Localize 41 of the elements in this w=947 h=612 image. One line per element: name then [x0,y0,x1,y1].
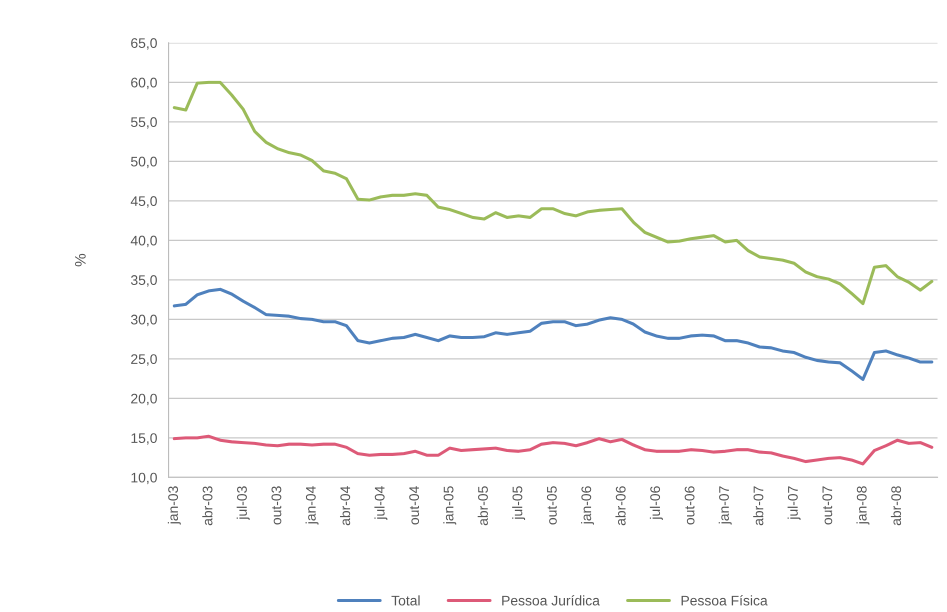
x-tick-label: jul-06 [650,486,663,520]
y-tick-label: 10,0 [131,472,157,484]
x-tick-label: jan-06 [581,486,594,525]
x-tick-label: abr-06 [615,486,626,526]
y-axis-title: % [74,254,86,266]
y-tick-label: 20,0 [131,394,157,406]
legend-label: Total [392,595,420,606]
x-tick-label: out-03 [271,486,282,524]
x-tick-label: abr-07 [753,486,764,526]
x-tick-label: jan-07 [718,486,732,525]
x-tick-label: abr-05 [478,486,488,526]
x-tick-label: out-04 [409,486,420,524]
x-tick-label: jul-05 [512,486,526,520]
y-tick-label: 55,0 [130,117,157,129]
y-tick-label: 65,0 [131,38,157,50]
y-tick-label: 45,0 [130,196,157,208]
y-tick-label: 35,0 [130,275,157,287]
x-tick-label: abr-03 [202,486,212,526]
line-series [172,288,934,381]
y-tick-label: 50,0 [130,156,157,168]
x-tick-label: out-05 [546,486,557,524]
x-tick-label: abr-08 [890,486,902,526]
x-tick-label: out-06 [684,486,694,524]
x-tick-label: jan-04 [306,486,319,525]
line-series [172,434,934,466]
x-tick-label: jul-07 [788,486,801,520]
x-tick-label: jan-05 [443,486,456,525]
x-tick-label: jan-08 [856,486,870,525]
x-tick-label: jul-04 [374,486,388,520]
x-tick-label: out-07 [822,486,832,524]
x-tick-label: abr-04 [340,486,350,526]
legend-label: Pessoa Física [682,595,768,606]
x-tick-label: jan-03 [168,486,181,525]
y-tick-label: 15,0 [131,433,157,445]
legend-label: Pessoa Jurídica [502,595,600,606]
line-series [172,80,934,306]
y-tick-label: 25,0 [131,354,157,366]
y-tick-label: 30,0 [130,314,157,326]
x-tick-label: jul-03 [236,486,250,520]
y-tick-label: 40,0 [130,236,157,248]
y-tick-label: 60,0 [131,78,157,90]
